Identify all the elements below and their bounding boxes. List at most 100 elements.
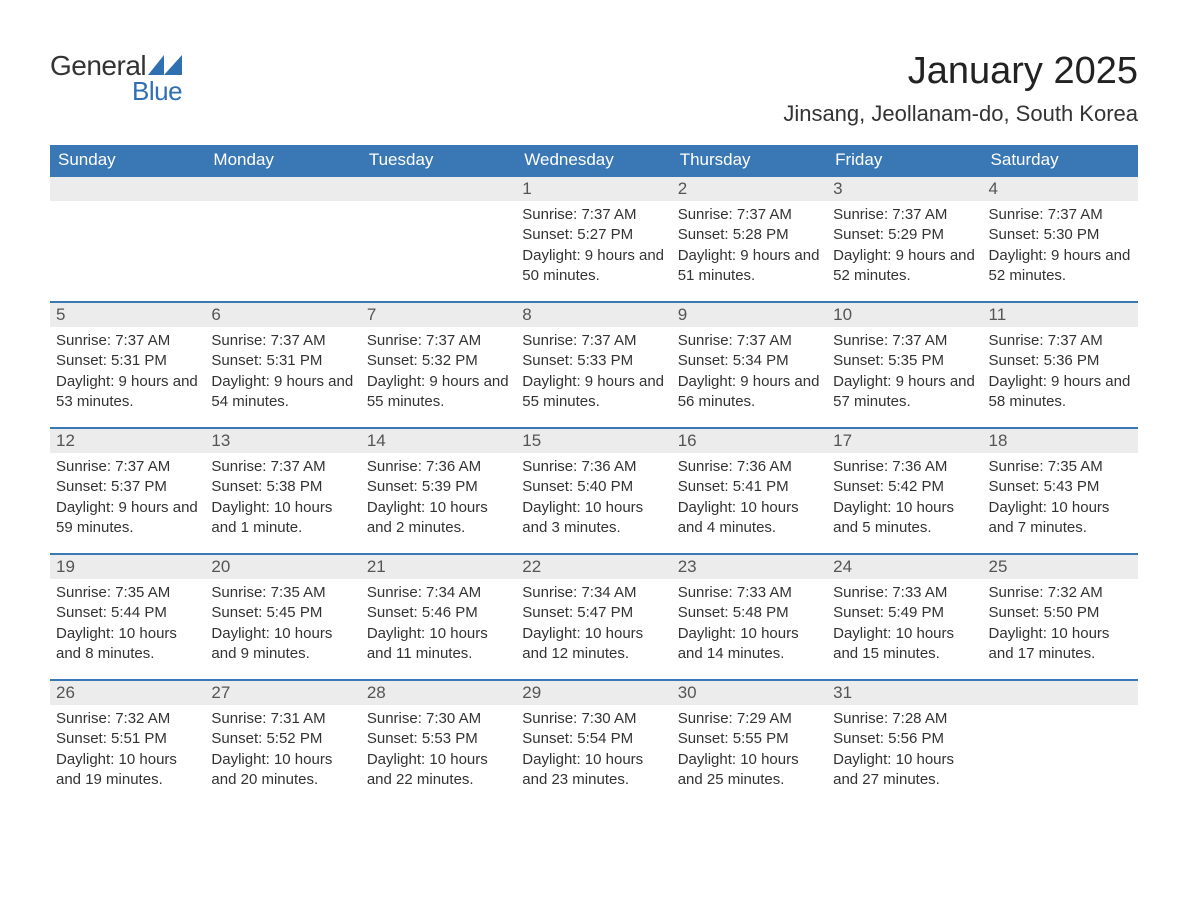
day-number-bar: 18 — [983, 429, 1138, 453]
day-details: Sunrise: 7:29 AMSunset: 5:55 PMDaylight:… — [672, 705, 827, 798]
calendar-week-row: 12Sunrise: 7:37 AMSunset: 5:37 PMDayligh… — [50, 428, 1138, 554]
sunrise-text: Sunrise: 7:37 AM — [989, 331, 1132, 351]
day-number-bar: 19 — [50, 555, 205, 579]
sunrise-text: Sunrise: 7:30 AM — [522, 709, 665, 729]
day-details: Sunrise: 7:37 AMSunset: 5:32 PMDaylight:… — [361, 327, 516, 420]
daylight-text: Daylight: 9 hours and 52 minutes. — [833, 246, 976, 287]
sunset-text: Sunset: 5:31 PM — [56, 351, 199, 371]
day-number-bar: 14 — [361, 429, 516, 453]
sunrise-text: Sunrise: 7:35 AM — [989, 457, 1132, 477]
day-number-bar: 15 — [516, 429, 671, 453]
weekday-header: Tuesday — [361, 145, 516, 176]
day-details: Sunrise: 7:37 AMSunset: 5:29 PMDaylight:… — [827, 201, 982, 294]
day-number-bar: 23 — [672, 555, 827, 579]
day-details: Sunrise: 7:33 AMSunset: 5:48 PMDaylight:… — [672, 579, 827, 672]
sunrise-text: Sunrise: 7:37 AM — [522, 331, 665, 351]
sunset-text: Sunset: 5:46 PM — [367, 603, 510, 623]
daylight-text: Daylight: 9 hours and 52 minutes. — [989, 246, 1132, 287]
daylight-text: Daylight: 10 hours and 25 minutes. — [678, 750, 821, 791]
day-number-bar: 12 — [50, 429, 205, 453]
sunset-text: Sunset: 5:51 PM — [56, 729, 199, 749]
calendar-day-cell: 22Sunrise: 7:34 AMSunset: 5:47 PMDayligh… — [516, 554, 671, 680]
day-details: Sunrise: 7:37 AMSunset: 5:33 PMDaylight:… — [516, 327, 671, 420]
calendar-table: SundayMondayTuesdayWednesdayThursdayFrid… — [50, 145, 1138, 806]
calendar-day-cell: 24Sunrise: 7:33 AMSunset: 5:49 PMDayligh… — [827, 554, 982, 680]
sunrise-text: Sunrise: 7:37 AM — [678, 205, 821, 225]
day-details: Sunrise: 7:37 AMSunset: 5:31 PMDaylight:… — [50, 327, 205, 420]
day-details: Sunrise: 7:37 AMSunset: 5:34 PMDaylight:… — [672, 327, 827, 420]
daylight-text: Daylight: 10 hours and 27 minutes. — [833, 750, 976, 791]
calendar-day-cell: 14Sunrise: 7:36 AMSunset: 5:39 PMDayligh… — [361, 428, 516, 554]
sunrise-text: Sunrise: 7:32 AM — [56, 709, 199, 729]
sunrise-text: Sunrise: 7:31 AM — [211, 709, 354, 729]
sunrise-text: Sunrise: 7:37 AM — [833, 205, 976, 225]
location-subtitle: Jinsang, Jeollanam-do, South Korea — [783, 101, 1138, 127]
daylight-text: Daylight: 10 hours and 4 minutes. — [678, 498, 821, 539]
sunset-text: Sunset: 5:47 PM — [522, 603, 665, 623]
day-details: Sunrise: 7:37 AMSunset: 5:35 PMDaylight:… — [827, 327, 982, 420]
sunset-text: Sunset: 5:55 PM — [678, 729, 821, 749]
day-details: Sunrise: 7:36 AMSunset: 5:41 PMDaylight:… — [672, 453, 827, 546]
day-number-bar: 11 — [983, 303, 1138, 327]
calendar-week-row: 1Sunrise: 7:37 AMSunset: 5:27 PMDaylight… — [50, 176, 1138, 302]
day-number-bar: 7 — [361, 303, 516, 327]
daylight-text: Daylight: 9 hours and 51 minutes. — [678, 246, 821, 287]
sunrise-text: Sunrise: 7:34 AM — [522, 583, 665, 603]
sunset-text: Sunset: 5:38 PM — [211, 477, 354, 497]
weekday-header: Sunday — [50, 145, 205, 176]
day-number-bar: 8 — [516, 303, 671, 327]
daylight-text: Daylight: 10 hours and 15 minutes. — [833, 624, 976, 665]
daylight-text: Daylight: 9 hours and 54 minutes. — [211, 372, 354, 413]
day-number-bar: 17 — [827, 429, 982, 453]
sunrise-text: Sunrise: 7:37 AM — [833, 331, 976, 351]
day-details: Sunrise: 7:37 AMSunset: 5:37 PMDaylight:… — [50, 453, 205, 546]
sunrise-text: Sunrise: 7:37 AM — [522, 205, 665, 225]
day-number-bar: 26 — [50, 681, 205, 705]
daylight-text: Daylight: 9 hours and 56 minutes. — [678, 372, 821, 413]
day-details: Sunrise: 7:37 AMSunset: 5:30 PMDaylight:… — [983, 201, 1138, 294]
sunset-text: Sunset: 5:52 PM — [211, 729, 354, 749]
day-number-bar: 29 — [516, 681, 671, 705]
day-number-bar: 16 — [672, 429, 827, 453]
sunrise-text: Sunrise: 7:29 AM — [678, 709, 821, 729]
day-details: Sunrise: 7:37 AMSunset: 5:28 PMDaylight:… — [672, 201, 827, 294]
daylight-text: Daylight: 10 hours and 11 minutes. — [367, 624, 510, 665]
day-number-bar: 6 — [205, 303, 360, 327]
daylight-text: Daylight: 10 hours and 2 minutes. — [367, 498, 510, 539]
calendar-day-cell: 11Sunrise: 7:37 AMSunset: 5:36 PMDayligh… — [983, 302, 1138, 428]
sunset-text: Sunset: 5:35 PM — [833, 351, 976, 371]
daylight-text: Daylight: 10 hours and 5 minutes. — [833, 498, 976, 539]
day-details: Sunrise: 7:34 AMSunset: 5:46 PMDaylight:… — [361, 579, 516, 672]
calendar-week-row: 19Sunrise: 7:35 AMSunset: 5:44 PMDayligh… — [50, 554, 1138, 680]
calendar-day-cell — [361, 176, 516, 302]
calendar-day-cell — [205, 176, 360, 302]
day-number-bar: 13 — [205, 429, 360, 453]
day-details: Sunrise: 7:32 AMSunset: 5:50 PMDaylight:… — [983, 579, 1138, 672]
sunrise-text: Sunrise: 7:30 AM — [367, 709, 510, 729]
daylight-text: Daylight: 10 hours and 19 minutes. — [56, 750, 199, 791]
daylight-text: Daylight: 10 hours and 1 minute. — [211, 498, 354, 539]
daylight-text: Daylight: 10 hours and 23 minutes. — [522, 750, 665, 791]
calendar-day-cell: 9Sunrise: 7:37 AMSunset: 5:34 PMDaylight… — [672, 302, 827, 428]
sunset-text: Sunset: 5:33 PM — [522, 351, 665, 371]
calendar-day-cell: 28Sunrise: 7:30 AMSunset: 5:53 PMDayligh… — [361, 680, 516, 806]
daylight-text: Daylight: 10 hours and 14 minutes. — [678, 624, 821, 665]
sunset-text: Sunset: 5:37 PM — [56, 477, 199, 497]
daylight-text: Daylight: 9 hours and 59 minutes. — [56, 498, 199, 539]
sunrise-text: Sunrise: 7:36 AM — [678, 457, 821, 477]
calendar-day-cell: 27Sunrise: 7:31 AMSunset: 5:52 PMDayligh… — [205, 680, 360, 806]
day-number-bar: 9 — [672, 303, 827, 327]
brand-line2: Blue — [132, 76, 182, 107]
daylight-text: Daylight: 10 hours and 8 minutes. — [56, 624, 199, 665]
sunrise-text: Sunrise: 7:37 AM — [678, 331, 821, 351]
sunrise-text: Sunrise: 7:36 AM — [367, 457, 510, 477]
calendar-day-cell: 12Sunrise: 7:37 AMSunset: 5:37 PMDayligh… — [50, 428, 205, 554]
page-header: General Blue January 2025 Jinsang, Jeoll… — [50, 50, 1138, 127]
day-details: Sunrise: 7:30 AMSunset: 5:53 PMDaylight:… — [361, 705, 516, 798]
day-number-bar: 24 — [827, 555, 982, 579]
weekday-header: Thursday — [672, 145, 827, 176]
sunset-text: Sunset: 5:27 PM — [522, 225, 665, 245]
calendar-day-cell — [983, 680, 1138, 806]
day-number-bar: 31 — [827, 681, 982, 705]
daylight-text: Daylight: 9 hours and 55 minutes. — [522, 372, 665, 413]
